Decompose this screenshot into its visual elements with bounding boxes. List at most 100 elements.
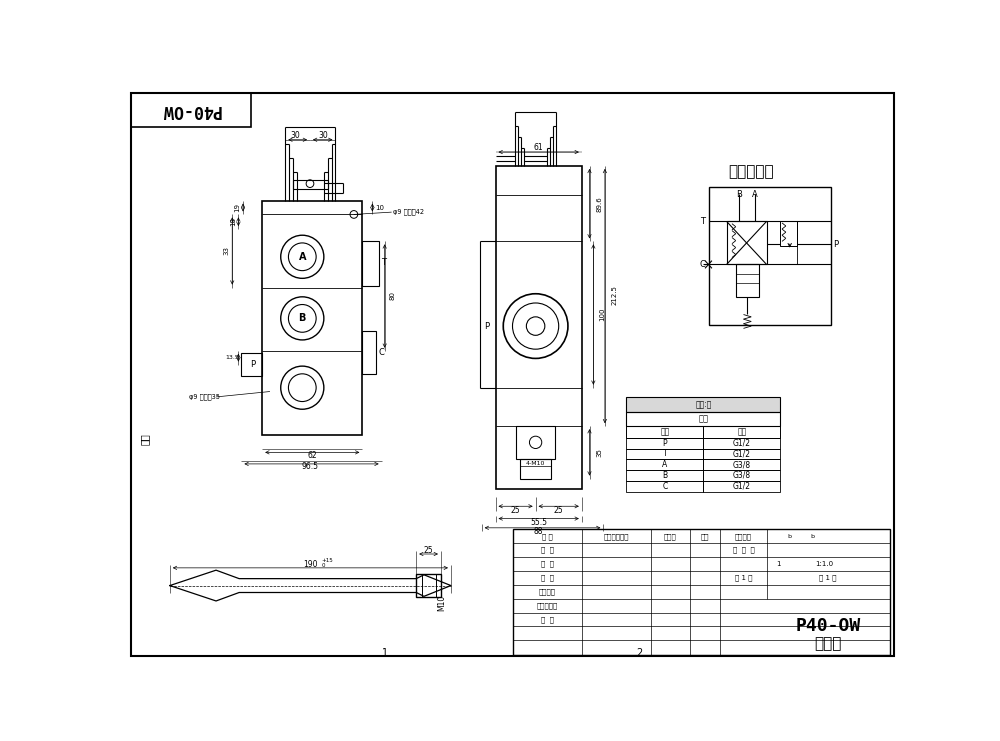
Text: 更改内容摘要: 更改内容摘要 <box>604 533 629 539</box>
Text: A: A <box>662 460 668 469</box>
Text: 25: 25 <box>424 546 433 556</box>
Text: 13.5: 13.5 <box>225 355 239 360</box>
Text: 55.5: 55.5 <box>530 518 547 527</box>
Bar <box>727 222 767 265</box>
Text: T: T <box>663 449 667 459</box>
Bar <box>262 201 362 436</box>
Bar <box>626 438 703 448</box>
Bar <box>362 331 376 373</box>
Text: P40-OW: P40-OW <box>796 617 861 634</box>
Text: 212.5: 212.5 <box>612 285 618 305</box>
Bar <box>512 529 890 655</box>
Bar <box>703 438 780 448</box>
Text: G1/2: G1/2 <box>733 439 751 448</box>
Bar <box>703 426 780 438</box>
Text: P40-OW: P40-OW <box>161 101 221 119</box>
Bar <box>516 426 555 459</box>
Bar <box>416 574 441 597</box>
Text: C: C <box>379 348 385 356</box>
Text: 接口: 接口 <box>660 427 670 436</box>
Text: A: A <box>752 190 758 199</box>
Text: 18: 18 <box>230 217 236 226</box>
Text: 62: 62 <box>307 451 317 460</box>
Text: P: P <box>833 240 838 249</box>
Text: 88: 88 <box>534 527 543 536</box>
Text: φ9 通孔高42: φ9 通孔高42 <box>393 209 424 216</box>
Text: G1/2: G1/2 <box>733 482 751 491</box>
Text: 第 1 张: 第 1 张 <box>819 574 837 581</box>
Text: 阀体: 阀体 <box>698 415 708 424</box>
Text: C: C <box>662 482 668 491</box>
Bar <box>703 470 780 481</box>
Text: 校  对: 校 对 <box>541 574 554 581</box>
Text: A: A <box>299 252 306 262</box>
Text: 33: 33 <box>224 246 230 255</box>
Text: 螺纹: 螺纹 <box>737 427 747 436</box>
Text: +15: +15 <box>322 559 333 563</box>
Text: 标记: 标记 <box>139 433 149 445</box>
Text: 96.5: 96.5 <box>301 462 318 471</box>
Bar <box>241 353 262 376</box>
Text: 30: 30 <box>318 130 328 139</box>
Bar <box>626 459 703 470</box>
Text: 多路阀: 多路阀 <box>815 636 842 651</box>
Text: 更改人: 更改人 <box>664 533 677 539</box>
Text: 10: 10 <box>376 205 385 210</box>
Bar <box>709 187 831 325</box>
Bar <box>626 481 703 491</box>
Text: 日期: 日期 <box>701 533 709 539</box>
Text: 单位:㎜: 单位:㎜ <box>695 400 712 409</box>
Text: 25: 25 <box>511 506 520 516</box>
Text: 1: 1 <box>382 648 389 657</box>
Text: B: B <box>736 190 742 199</box>
Text: 图件标记: 图件标记 <box>735 533 752 539</box>
Text: 80: 80 <box>389 290 395 300</box>
Text: 标准化检查: 标准化检查 <box>537 602 558 609</box>
Text: φ9 通孔高35: φ9 通孔高35 <box>189 393 220 400</box>
Text: P: P <box>663 439 667 448</box>
Text: 61: 61 <box>534 143 543 152</box>
Text: G3/8: G3/8 <box>733 471 751 480</box>
Text: 100: 100 <box>599 308 605 322</box>
Text: 0: 0 <box>322 563 325 568</box>
Text: G3/8: G3/8 <box>733 460 751 469</box>
Bar <box>626 397 780 412</box>
Bar <box>626 412 780 426</box>
Text: 2: 2 <box>636 648 643 657</box>
Text: b: b <box>788 534 792 539</box>
Text: P: P <box>484 322 489 330</box>
Bar <box>780 222 797 246</box>
Bar <box>496 166 582 489</box>
Bar <box>736 265 759 297</box>
Text: b: b <box>811 534 815 539</box>
Text: 1: 1 <box>776 561 780 567</box>
Text: 35: 35 <box>597 448 603 456</box>
Text: 制  图: 制 图 <box>541 547 554 554</box>
Bar <box>626 426 703 438</box>
Text: 描  图: 描 图 <box>541 561 554 568</box>
Text: 液压原理图: 液压原理图 <box>728 165 774 179</box>
Text: 审  批: 审 批 <box>541 617 554 622</box>
Bar <box>703 481 780 491</box>
Text: 89.6: 89.6 <box>597 196 603 211</box>
Text: T: T <box>700 217 705 226</box>
Text: B: B <box>299 313 306 323</box>
Text: M10: M10 <box>437 595 446 611</box>
Text: 量  比  例: 量 比 例 <box>733 547 754 554</box>
Text: T: T <box>381 258 386 267</box>
Text: 25: 25 <box>554 506 564 516</box>
Text: 190: 190 <box>303 560 317 569</box>
Text: 4-M10: 4-M10 <box>526 462 545 466</box>
Text: 19: 19 <box>235 203 241 212</box>
Text: B: B <box>662 471 668 480</box>
Bar <box>520 459 551 479</box>
Text: C: C <box>700 260 706 269</box>
Text: 标 记: 标 记 <box>542 533 553 539</box>
Bar <box>362 242 379 286</box>
Text: P: P <box>250 360 256 369</box>
Bar <box>131 93 251 127</box>
Bar <box>626 470 703 481</box>
Bar <box>703 459 780 470</box>
Bar <box>626 448 703 459</box>
Text: 30: 30 <box>290 130 300 139</box>
